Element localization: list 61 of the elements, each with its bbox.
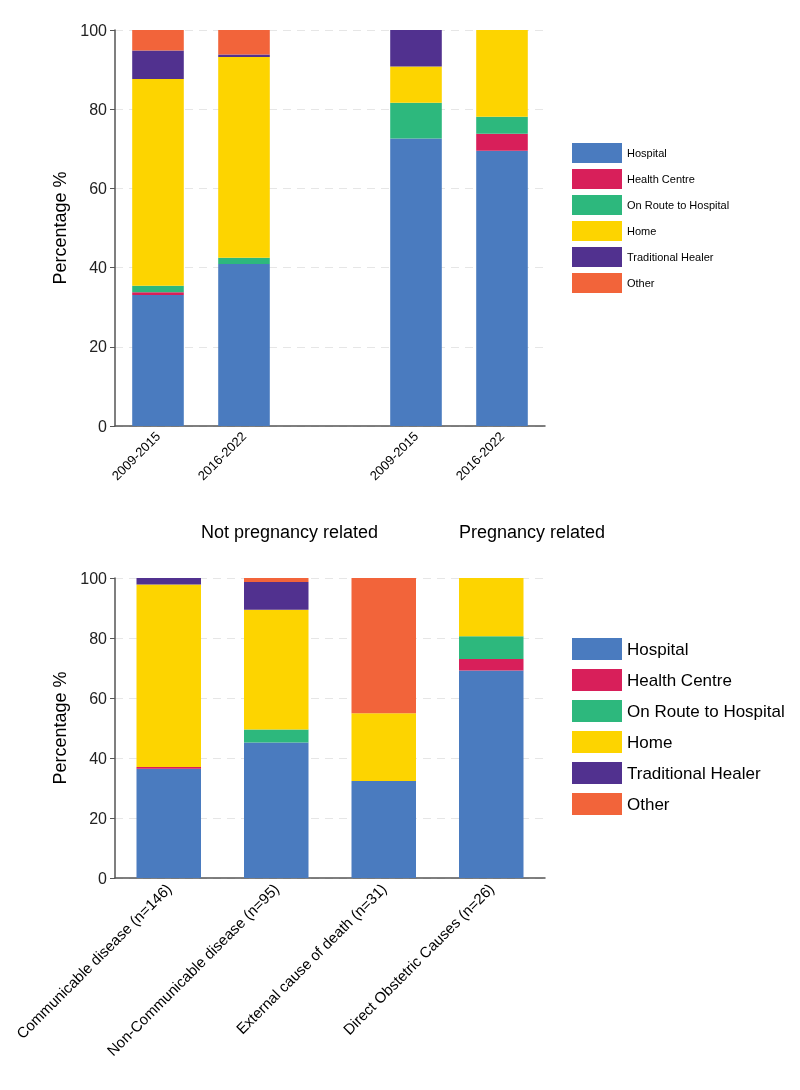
bar xyxy=(351,578,416,714)
y-tick-label: 100 xyxy=(80,21,108,39)
legend-label: Home xyxy=(627,732,673,752)
legend-label: Hospital xyxy=(627,639,689,659)
bar xyxy=(476,150,528,426)
legend-label: Health Centre xyxy=(627,670,732,690)
y-tick-label: 40 xyxy=(89,749,108,767)
bar xyxy=(390,102,442,139)
y-tick-label: 20 xyxy=(89,809,108,827)
bar xyxy=(244,581,309,610)
y-tick-label: 20 xyxy=(89,338,108,356)
bar xyxy=(351,713,416,782)
bar xyxy=(476,116,528,134)
bar xyxy=(136,578,201,585)
bar xyxy=(351,781,416,878)
y-tick-label: 100 xyxy=(80,569,108,587)
legend-label: Health Centre xyxy=(627,173,695,185)
text: Pregnancy related xyxy=(459,522,606,542)
legend-label: Hospital xyxy=(627,147,667,159)
legend-label: On Route to Hospital xyxy=(627,701,785,721)
bar xyxy=(476,133,528,151)
y-tick-label: 40 xyxy=(89,259,108,277)
bar xyxy=(459,670,524,878)
y-tick-label: 0 xyxy=(98,417,108,435)
bar xyxy=(476,30,528,117)
legend-label: Traditional Healer xyxy=(627,763,761,783)
bar xyxy=(132,285,184,293)
y-tick-label: 80 xyxy=(89,629,108,647)
bar xyxy=(459,659,524,671)
bar xyxy=(390,138,442,426)
y-tick-label: 0 xyxy=(98,869,108,887)
bar xyxy=(244,742,309,878)
y-axis-title: Percentage % xyxy=(50,671,71,785)
bar xyxy=(136,584,201,767)
bar xyxy=(459,636,524,659)
bar xyxy=(218,30,270,55)
bar xyxy=(390,30,442,67)
y-axis-title: Percentage % xyxy=(50,171,71,285)
bar xyxy=(218,257,270,265)
bar xyxy=(136,768,201,878)
y-tick-label: 60 xyxy=(89,179,108,197)
bar xyxy=(132,79,184,286)
bar xyxy=(218,56,270,258)
bar xyxy=(218,264,270,426)
bar xyxy=(132,30,184,51)
legend-label: Other xyxy=(627,277,655,289)
bar xyxy=(244,578,309,582)
y-tick-label: 60 xyxy=(89,689,108,707)
bar xyxy=(244,729,309,743)
text: Not pregnancy related xyxy=(201,522,379,542)
legend-label: Other xyxy=(627,794,670,814)
legend-label: Traditional Healer xyxy=(627,251,714,263)
bar xyxy=(459,578,524,637)
legend-label: Home xyxy=(627,225,657,237)
legend-label: On Route to Hospital xyxy=(627,199,730,211)
y-tick-label: 80 xyxy=(89,100,108,118)
bar xyxy=(132,50,184,80)
bar xyxy=(132,294,184,426)
bar xyxy=(132,292,184,295)
bar xyxy=(390,66,442,103)
bar xyxy=(244,609,309,730)
